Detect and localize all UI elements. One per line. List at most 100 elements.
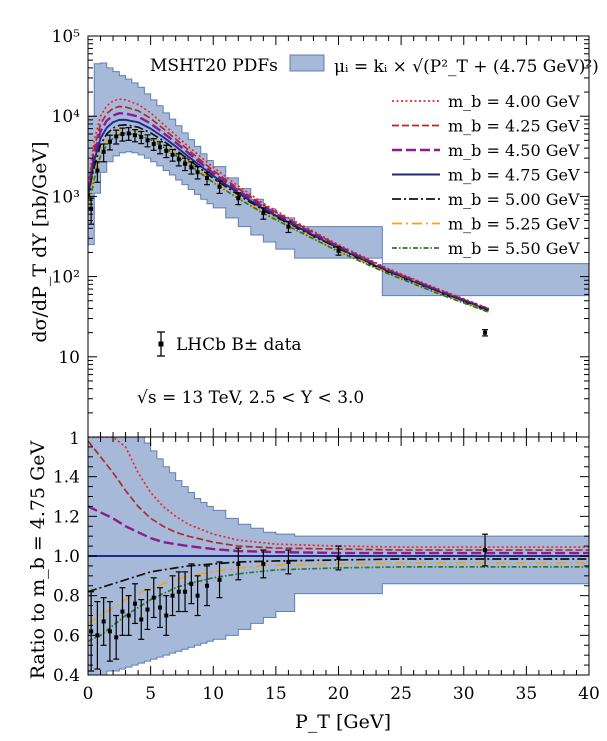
cross-section-panel: 10 10² 10³ 10⁴ 10⁵ MSHT20 PDFs μᵢ = kᵢ × √(P… [52,27,599,438]
curve-425-gev [88,440,589,551]
ratio-y-tick-label: 0.4 [53,666,80,686]
data-point [285,221,292,234]
data-point [119,127,126,142]
legend-label: m_b = 4.75 GeV [448,166,580,185]
data-point [163,595,170,636]
data-legend-marker [157,331,165,357]
data-point [106,601,113,662]
data-point [216,561,223,599]
data-point [113,129,120,145]
legend-entry: m_b = 5.00 GeV [392,190,580,209]
data-point [203,565,210,607]
data-point [144,589,151,630]
data-point [335,246,342,256]
top-axis-ticks [87,36,590,438]
curve-400-gev [88,437,589,548]
legend-label: m_b = 5.00 GeV [448,190,580,209]
data-point [188,161,195,175]
legend-label: m_b = 5.25 GeV [448,215,580,234]
x-tick-label: 10 [202,684,224,704]
x-tick-labels: 0 5 10 15 20 25 30 35 40 [83,684,600,704]
x-tick-label: 30 [453,684,475,704]
data-point [203,171,210,186]
data-point [235,547,242,581]
x-tick-label: 25 [390,684,412,704]
ratio-y-tick-label: 1 [69,429,80,449]
ratio-data-points [88,533,489,672]
data-point [94,601,101,670]
legend: m_b = 4.00 GeV m_b = 4.25 GeV m_b = 4.50 G… [392,92,580,258]
data-point [335,545,342,571]
data-label: LHCb B± data [176,335,302,355]
data-point [88,591,95,672]
data-point [144,134,151,148]
x-tick-label: 0 [83,684,94,704]
x-tick-label: 35 [516,684,538,704]
data-point [131,129,138,143]
legend-entry: m_b = 4.75 GeV [392,166,580,185]
data-point [175,153,182,167]
data-point [138,130,145,145]
data-point [216,180,223,194]
pdf-label: MSHT20 PDFs [150,56,278,76]
curve-500-gev [88,558,589,593]
curve-525-gev [88,562,589,625]
data-point [125,127,132,141]
legend-label: m_b = 4.25 GeV [448,117,580,136]
y-tick-label: 10⁵ [52,27,81,47]
data-point [163,144,170,159]
curve-550-gev [88,132,490,313]
data-point [285,549,292,575]
data-point [100,143,107,163]
data-point [175,571,182,613]
legend-label: m_b = 5.50 GeV [448,239,580,258]
theory-curves [88,98,490,313]
legend-label: m_b = 4.50 GeV [448,141,580,160]
ratio-y-tick-label: 1.4 [53,468,80,488]
legend-entry: m_b = 5.25 GeV [392,215,580,234]
bottom-y-tick-labels: 0.4 0.6 0.8 1.0 1.2 1.4 1 [53,429,80,686]
bottom-axis-ticks [87,436,590,676]
data-point [260,207,267,220]
data-point [106,134,113,151]
data-point [235,192,242,206]
data-point [169,148,176,162]
data-point [113,614,120,660]
legend-entry: m_b = 5.50 GeV [392,239,580,258]
data-point [182,157,189,172]
data-point [150,577,157,619]
x-tick-label: 20 [328,684,350,704]
pdf-band-swatch [289,54,325,72]
data-point [188,563,195,605]
curve-475-gev [88,118,490,312]
ratio-y-tick-label: 1.0 [53,547,80,567]
data-point [125,595,132,636]
x-tick-label: 15 [265,684,287,704]
legend-label: m_b = 4.00 GeV [448,92,580,111]
data-point [157,587,164,629]
data-point [119,587,126,636]
legend-entry: m_b = 4.00 GeV [392,92,580,111]
y-tick-label: 10³ [52,187,80,207]
curve-550-gev [88,566,589,643]
x-tick-label: 5 [145,684,156,704]
curve-450-gev [88,111,490,311]
data-point [94,161,101,183]
data-point [157,141,164,155]
lhcb-data-points [88,127,489,337]
top-y-tick-labels: 10 10² 10³ 10⁴ 10⁵ [52,27,81,368]
y-tick-label: 10 [58,348,80,368]
scale-label: μᵢ = kᵢ × √(P²_T + (4.75 GeV)²) [334,57,599,77]
data-point [169,575,176,617]
data-point [482,533,489,567]
data-point [194,166,201,180]
ratio-panel: 0.4 0.6 0.8 1.0 1.2 1.4 1 0 5 10 15 20 25 30 35 40 [53,429,600,704]
kinematics-label: √s = 13 TeV, 2.5 < Y < 3.0 [137,388,364,408]
legend-entry: m_b = 4.50 GeV [392,141,580,160]
data-point [100,597,107,646]
curve-525-gev [88,128,490,313]
y-tick-label: 10⁴ [52,107,81,127]
y-tick-label: 10² [52,268,80,288]
data-point [150,138,157,151]
